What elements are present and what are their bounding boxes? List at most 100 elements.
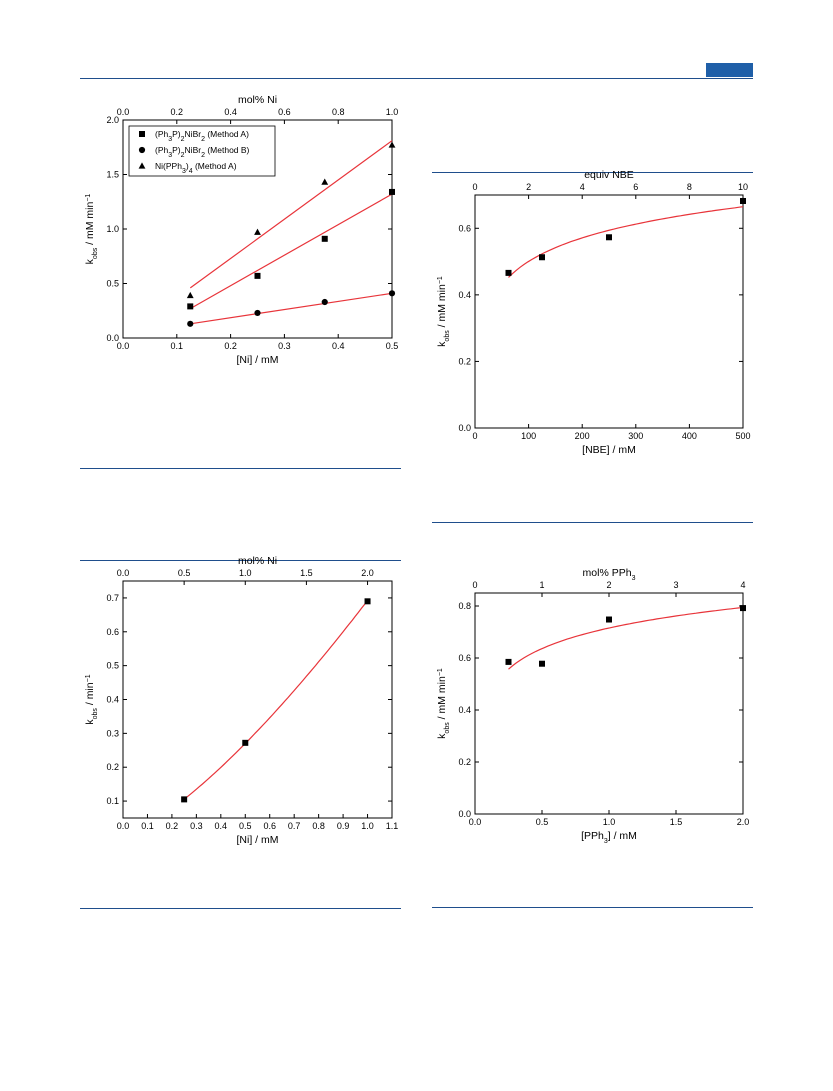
top-axis-label: mol% Ni [238,94,277,106]
x-tick-label: 1.0 [361,821,374,831]
x-tick-label: 500 [735,431,750,441]
top-axis-label: mol% PPh3 [583,567,636,582]
x-tick-label: 300 [628,431,643,441]
y-axis-label: kobs / mM min−1 [436,276,451,347]
top-tick-label: 6 [633,182,638,192]
y-tick-label: 0.5 [106,279,119,289]
x-tick-label: 400 [682,431,697,441]
legend-entry: (Ph3P)2NiBr2 (Method A) [155,129,249,143]
divider-left-2 [80,560,401,561]
top-tick-label: 10 [738,182,748,192]
legend-entry: (Ph3P)2NiBr2 (Method B) [155,145,250,159]
data-point-series-0 [740,605,746,612]
y-tick-label: 0.8 [458,601,471,611]
top-tick-label: 0.8 [332,107,345,117]
fit-line-series-0 [183,600,368,800]
x-tick-label: 0.5 [239,821,252,831]
x-tick-label: 0.1 [171,341,184,351]
page-badge [706,63,753,77]
x-tick-label: 0.2 [166,821,179,831]
data-point-series-0 [606,234,612,241]
data-point-series-0 [606,616,612,623]
y-axis-label: kobs / min−1 [84,674,99,724]
x-tick-label: 0.6 [263,821,276,831]
y-tick-label: 0.6 [458,223,471,233]
x-tick-label: 0.5 [536,817,549,827]
top-tick-label: 2 [606,580,611,590]
y-tick-label: 0.7 [106,593,119,603]
data-point-series-0 [389,188,395,195]
legend-entry: Ni(PPh3)4 (Method A) [155,161,237,175]
legend-marker [139,131,145,137]
y-tick-label: 0.4 [106,695,119,705]
top-tick-label: 0 [472,182,477,192]
data-point-series-0 [505,269,512,276]
y-tick-label: 0.6 [106,627,119,637]
x-axis-label: [Ni] / mM [237,354,279,366]
top-axis-label: mol% Ni [238,555,277,567]
data-point-series-0 [539,254,545,261]
top-tick-label: 2.0 [361,568,374,578]
data-point-series-0 [321,235,328,242]
top-tick-label: 0.0 [117,568,130,578]
y-tick-label: 0.3 [106,728,119,738]
data-point-series-2 [254,228,261,235]
top-tick-label: 3 [673,580,678,590]
divider-left-3 [80,908,401,909]
data-point-series-2 [186,291,194,299]
data-point-series-0 [740,197,746,204]
data-point-series-2 [321,178,329,185]
data-point-series-2 [388,141,396,148]
x-axis-label: [Ni] / mM [237,834,279,846]
x-tick-label: 0.3 [278,341,291,351]
x-tick-label: 0.7 [288,821,301,831]
y-tick-label: 0.2 [458,757,471,767]
fit-line-series-2 [189,140,393,289]
fit-line-series-1 [190,292,393,325]
x-tick-label: 0 [472,431,477,441]
top-tick-label: 4 [740,580,745,590]
top-tick-label: 1.0 [239,568,252,578]
x-tick-label: 0.3 [190,821,203,831]
x-tick-label: 0.0 [469,817,482,827]
x-tick-label: 1.0 [603,817,616,827]
x-axis-label: [PPh3] / mM [581,830,637,845]
fit-line-series-0 [190,193,393,310]
x-tick-label: 0.4 [332,341,345,351]
x-tick-label: 0.9 [337,821,350,831]
y-tick-label: 2.0 [106,115,119,125]
header-rule [80,78,753,79]
y-tick-label: 1.0 [106,224,119,234]
x-tick-label: 0.2 [224,341,237,351]
y-tick-label: 0.5 [106,661,119,671]
y-axis-label: kobs / mM min−1 [436,668,451,739]
x-axis-label: [NBE] / mM [582,444,636,456]
top-tick-label: 0.2 [171,107,184,117]
y-tick-label: 1.5 [106,170,119,180]
legend-marker [138,146,146,154]
x-tick-label: 1.5 [670,817,683,827]
y-tick-label: 0.6 [458,653,471,663]
legend-marker [138,162,146,169]
divider-left-1 [80,468,401,469]
data-point-series-0 [187,303,194,310]
data-point-series-1 [187,320,194,327]
data-point-series-0 [181,796,188,803]
plot-frame [474,194,744,429]
y-tick-label: 0.4 [458,705,471,715]
top-tick-label: 1.5 [300,568,313,578]
x-tick-label: 100 [521,431,536,441]
y-tick-label: 0.0 [458,423,471,433]
top-tick-label: 1.0 [386,107,399,117]
x-tick-label: 0.8 [312,821,325,831]
top-tick-label: 0 [472,580,477,590]
fit-line-series-0 [508,206,744,278]
legend-box [128,125,276,177]
x-tick-label: 0.5 [386,341,399,351]
divider-right-3 [432,907,753,908]
y-tick-label: 0.2 [458,356,471,366]
